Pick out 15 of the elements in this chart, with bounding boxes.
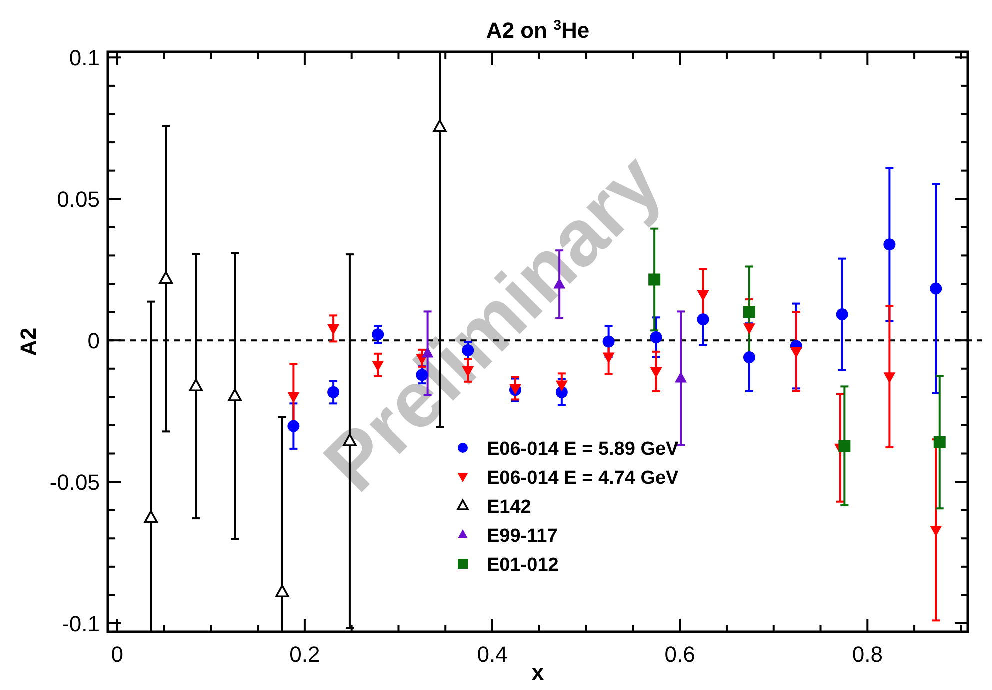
chart-title: A2 on $^{3}$He <box>486 18 590 43</box>
y-axis-title: A2 <box>16 328 41 356</box>
x-axis-title: x <box>532 660 545 685</box>
x-tick-label: 0 <box>111 642 124 667</box>
x-tick-label: 0.2 <box>290 642 320 667</box>
y-tick-label: 0 <box>88 328 100 354</box>
y-tick-label: -0.05 <box>50 470 100 496</box>
y-tick-label: -0.1 <box>62 612 100 637</box>
x-tick-label: 0.6 <box>664 642 696 667</box>
y-tick-label: 0.1 <box>69 46 100 71</box>
x-tick-label: 0.8 <box>852 642 883 667</box>
x-tick-label: 0.4 <box>477 642 508 667</box>
legend-label: E01-012 <box>487 555 559 576</box>
y-tick-label: 0.05 <box>57 187 100 212</box>
legend-label: E99-117 <box>487 526 558 547</box>
